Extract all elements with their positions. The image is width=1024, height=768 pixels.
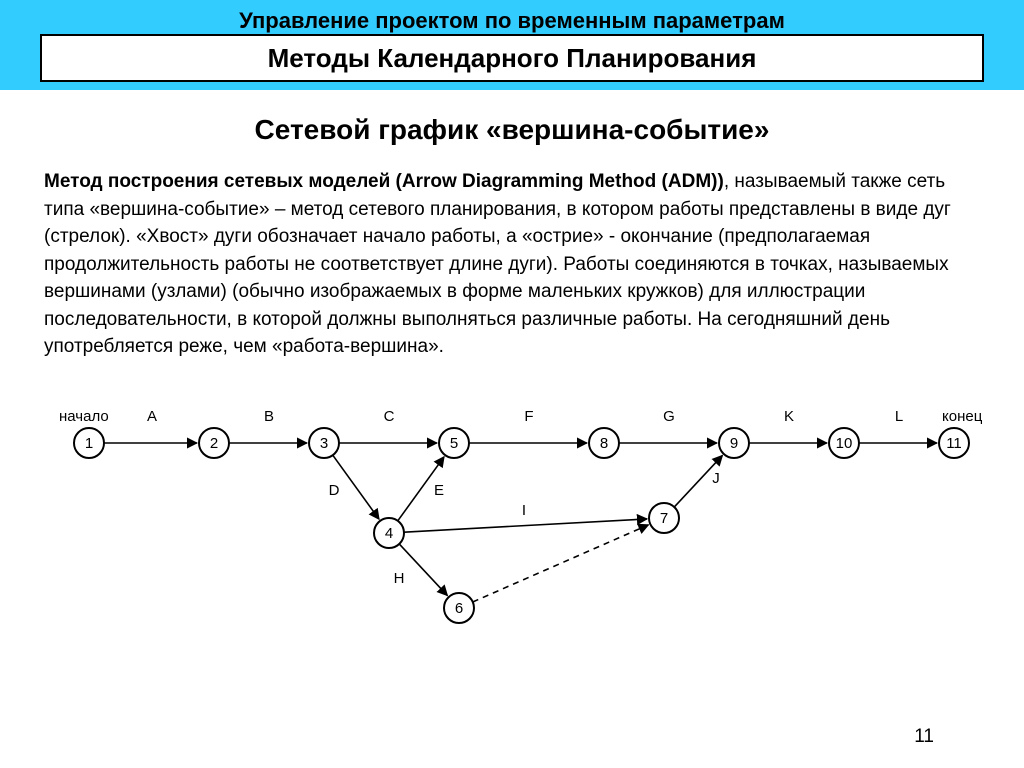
banner: Управление проектом по временным парамет… [0,0,1024,90]
edge-label-I: I [522,502,526,519]
start-label: начало [59,408,109,425]
edge-3-4 [333,455,379,519]
node-label-1: 1 [85,435,93,452]
edge-label-A: A [147,408,157,425]
edge-label-H: H [394,570,405,587]
edge-label-E: E [434,482,444,499]
edge-label-L: L [895,408,903,425]
sub-title-box: Методы Календарного Планирования [40,34,984,82]
node-label-9: 9 [730,435,738,452]
edge-label-C: C [384,408,395,425]
node-label-2: 2 [210,435,218,452]
node-label-11: 11 [946,435,962,452]
network-diagram: A B C F G K L D E I J H 1 2 3 5 8 9 10 11 4 7 6 начало конец [44,383,984,633]
end-label: конец [942,408,983,425]
edge-label-D: D [329,482,340,499]
paragraph: Метод построения сетевых моделей (Arrow … [44,168,980,361]
edge-label-F: F [524,408,533,425]
node-label-8: 8 [600,435,608,452]
edge-6-7 [473,525,649,602]
content: Сетевой график «вершина-событие» Метод п… [0,90,1024,633]
node-label-5: 5 [450,435,458,452]
node-label-10: 10 [836,435,853,452]
node-label-4: 4 [385,525,393,542]
network-svg: A B C F G K L D E I J H 1 2 3 5 8 9 10 11 4 7 6 начало конец [44,383,984,633]
top-title: Управление проектом по временным парамет… [0,8,1024,34]
edge-4-6 [399,544,447,596]
edge-label-J: J [712,470,720,487]
section-title: Сетевой график «вершина-событие» [44,114,980,146]
edge-label-G: G [663,408,675,425]
node-label-7: 7 [660,510,668,527]
sub-title: Методы Календарного Планирования [268,43,757,74]
edge-4-7 [404,519,647,532]
paragraph-body: , называемый также сеть типа «вершина-со… [44,171,951,357]
node-label-6: 6 [455,600,463,617]
edge-label-B: B [264,408,274,425]
edge-label-K: K [784,408,794,425]
node-label-3: 3 [320,435,328,452]
page-number: 11 [914,726,934,748]
paragraph-lead: Метод построения сетевых моделей (Arrow … [44,171,724,192]
